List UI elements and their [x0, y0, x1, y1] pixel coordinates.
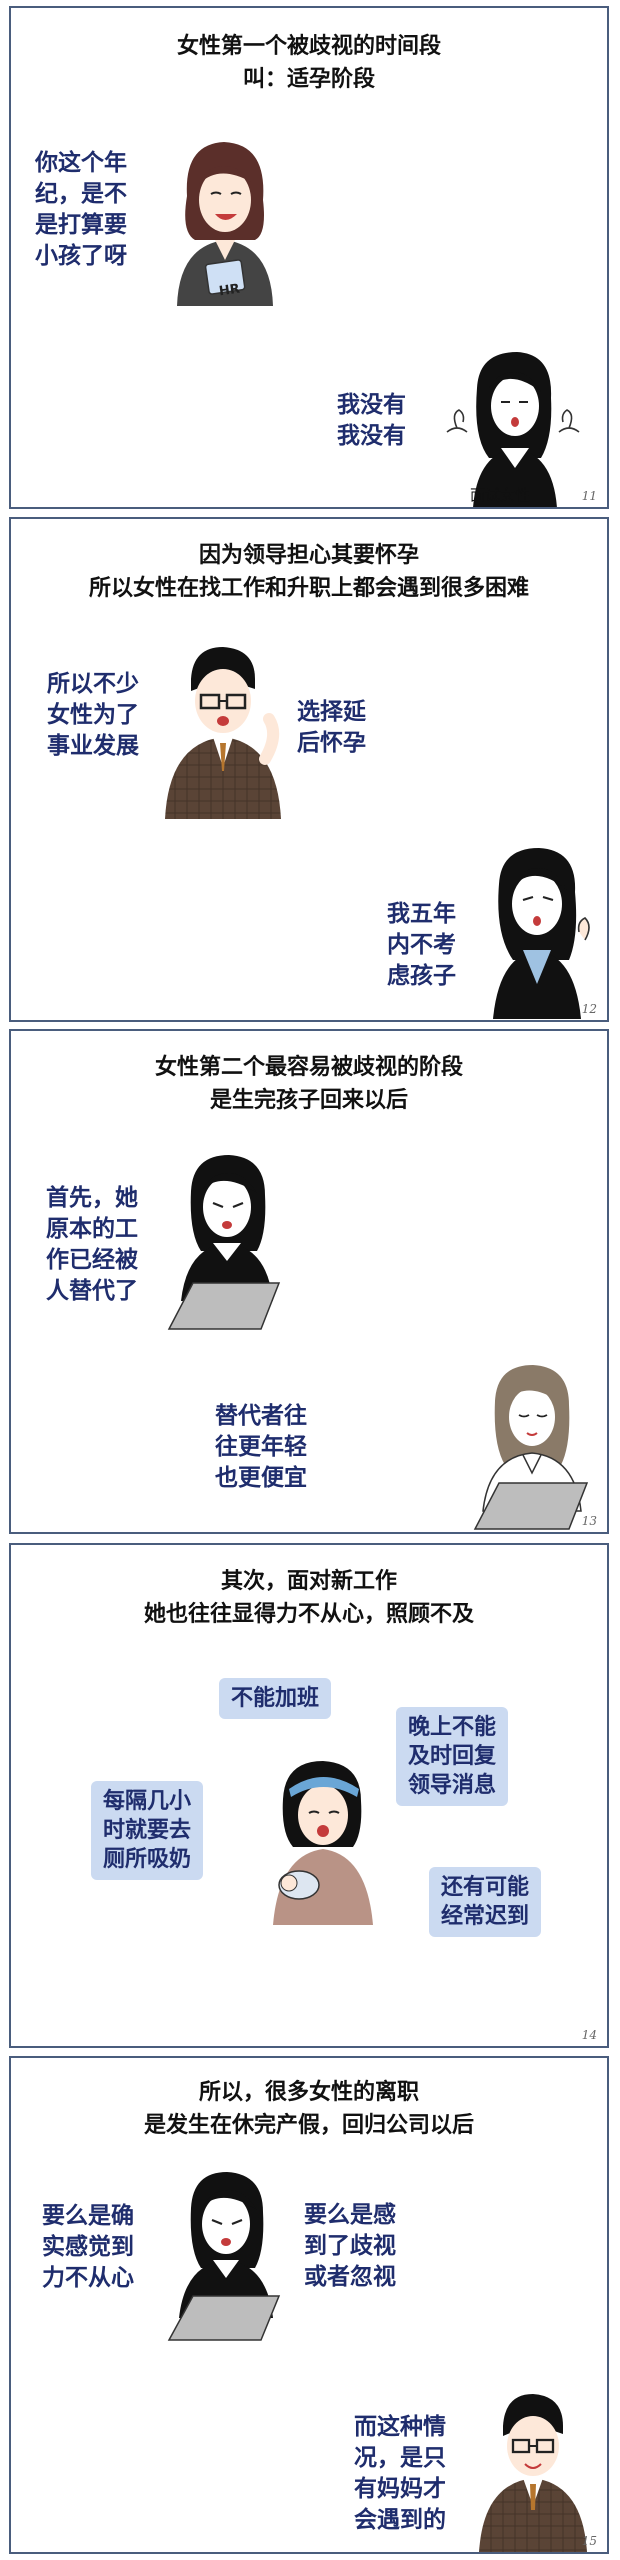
comic-panel-14: 其次，面对新工作 她也往往显得力不从心，照顾不及 不能加班 晚上不能 及时回复 …	[9, 1543, 609, 2048]
speech-line: 首先，她	[46, 1185, 138, 1211]
speech-line: 我没有	[337, 392, 406, 418]
speech-line: 小孩了呀	[35, 243, 127, 269]
panel-title-line-2: 是生完孩子回来以后	[209, 1088, 408, 1113]
hr-speech: 你这个年 纪，是不 是打算要 小孩了呀	[35, 148, 127, 272]
hr-woman-illustration	[177, 142, 273, 306]
speech-line: 是打算要	[35, 212, 127, 238]
speech-line: 我五年	[387, 901, 456, 927]
boss-man-illustration	[165, 647, 281, 819]
comic-panel-12: 因为领导担心其要怀孕 所以女性在找工作和升职上都会遇到很多困难 所以不少 女性为…	[9, 517, 609, 1022]
panel-number: 13	[581, 1514, 597, 1528]
panel-number: 15	[581, 2534, 597, 2548]
bubble-line: 还有可能	[441, 1875, 530, 1900]
panel-title-line-2: 她也往往显得力不从心，照顾不及	[143, 1602, 474, 1627]
note-bubble-late-reply: 晚上不能 及时回复 领导消息	[396, 1707, 509, 1806]
speech-line: 往更年轻	[215, 1434, 307, 1460]
panel-title: 女性第一个被歧视的时间段 叫：适孕阶段	[11, 30, 607, 96]
speech-line: 虑孩子	[387, 963, 456, 989]
narration-speech-right: 选择延 后怀孕	[297, 697, 366, 759]
returning-mother-illustration	[167, 1155, 281, 1330]
bubble-line: 厕所吸奶	[103, 1847, 192, 1872]
speech-line: 或者忽视	[304, 2264, 396, 2290]
panel-title-line-2: 所以女性在找工作和升职上都会遇到很多困难	[88, 576, 529, 601]
candidate-caption: 面试女性	[470, 486, 531, 504]
speech-line: 要么是感	[304, 2202, 396, 2228]
comic-panel-15: 所以，很多女性的离职 是发生在休完产假，回归公司以后 要么是确 实感觉到 力不从…	[9, 2056, 609, 2554]
speech-line: 你这个年	[35, 150, 127, 176]
speech-line: 事业发展	[47, 733, 139, 759]
bubble-line: 每隔几小	[103, 1789, 192, 1814]
speech-line: 况，是只	[354, 2445, 446, 2471]
candidate-woman-illustration	[446, 352, 580, 507]
speech-line: 而这种情	[354, 2414, 446, 2440]
speech-line: 选择延	[297, 699, 366, 725]
bubble-line: 经常迟到	[441, 1904, 530, 1929]
speech-line: 纪，是不	[35, 181, 127, 207]
panel-title: 因为领导担心其要怀孕 所以女性在找工作和升职上都会遇到很多困难	[11, 539, 607, 605]
woman-speech: 我五年 内不考 虑孩子	[387, 899, 456, 992]
note-bubble-pumping: 每隔几小 时就要去 厕所吸奶	[91, 1781, 204, 1880]
panel-title: 其次，面对新工作 她也往往显得力不从心，照顾不及	[11, 1565, 607, 1631]
narration-speech-right: 要么是感 到了歧视 或者忽视	[304, 2200, 396, 2293]
speech-line: 原本的工	[46, 1216, 138, 1242]
speech-line: 会遇到的	[354, 2507, 446, 2533]
speech-line: 我没有	[337, 423, 406, 449]
speech-line: 力不从心	[42, 2265, 134, 2291]
woman-illustration	[493, 848, 590, 1019]
speech-line: 实感觉到	[42, 2234, 134, 2260]
comic-panel-13: 女性第二个最容易被歧视的阶段 是生完孩子回来以后 首先，她 原本的工 作已经被 …	[9, 1029, 609, 1534]
speech-line: 所以不少	[47, 671, 139, 697]
speech-line: 内不考	[387, 932, 456, 958]
speech-line: 要么是确	[42, 2203, 134, 2229]
speech-line: 也更便宜	[215, 1465, 307, 1491]
speech-line: 替代者往	[215, 1403, 307, 1429]
panel-title-line-1: 因为领导担心其要怀孕	[198, 543, 419, 568]
mother-at-laptop-illustration	[167, 2172, 281, 2341]
panel-number: 12	[581, 1002, 597, 1016]
note-bubble-no-overtime: 不能加班	[219, 1678, 332, 1719]
comic-panel-11: 女性第一个被歧视的时间段 叫：适孕阶段 你这个年 纪，是不 是打算要 小孩了呀 …	[9, 6, 609, 509]
narration-speech-left: 所以不少 女性为了 事业发展	[47, 669, 139, 762]
mother-with-baby-illustration	[273, 1761, 373, 1925]
panel-title-line-1: 女性第一个被歧视的时间段	[176, 34, 441, 59]
panel-title-line-1: 所以，很多女性的离职	[198, 2080, 419, 2105]
speech-line: 后怀孕	[297, 730, 366, 756]
speech-line: 女性为了	[47, 702, 139, 728]
replacement-woman-illustration	[473, 1365, 589, 1530]
man-illustration	[479, 2394, 587, 2552]
bubble-line: 领导消息	[408, 1773, 497, 1798]
conclusion-speech: 而这种情 况，是只 有妈妈才 会遇到的	[354, 2412, 446, 2536]
note-bubble-late: 还有可能 经常迟到	[429, 1867, 542, 1937]
panel-title-line-2: 是发生在休完产假，回归公司以后	[143, 2113, 474, 2138]
hr-badge: HR	[218, 281, 241, 300]
narration-speech-left: 首先，她 原本的工 作已经被 人替代了	[46, 1183, 138, 1307]
bubble-line: 时就要去	[103, 1818, 192, 1843]
speech-line: 人替代了	[46, 1278, 138, 1304]
speech-line: 有妈妈才	[354, 2476, 446, 2502]
narration-speech-right: 替代者往 往更年轻 也更便宜	[215, 1401, 307, 1494]
panel-number: 11	[581, 489, 597, 503]
panel-title-line-1: 女性第二个最容易被歧视的阶段	[154, 1055, 463, 1080]
panel-title-line-2: 叫：适孕阶段	[242, 67, 375, 92]
panel-title-line-1: 其次，面对新工作	[220, 1569, 397, 1594]
panel-title: 女性第二个最容易被歧视的阶段 是生完孩子回来以后	[11, 1051, 607, 1117]
panel-number: 14	[581, 2028, 597, 2042]
candidate-speech: 我没有 我没有	[337, 390, 406, 452]
panel-title: 所以，很多女性的离职 是发生在休完产假，回归公司以后	[11, 2076, 607, 2142]
bubble-line: 不能加班	[231, 1686, 320, 1711]
bubble-line: 及时回复	[408, 1744, 497, 1769]
speech-line: 作已经被	[46, 1247, 138, 1273]
bubble-line: 晚上不能	[408, 1715, 497, 1740]
speech-line: 到了歧视	[304, 2233, 396, 2259]
narration-speech-left: 要么是确 实感觉到 力不从心	[42, 2201, 134, 2294]
